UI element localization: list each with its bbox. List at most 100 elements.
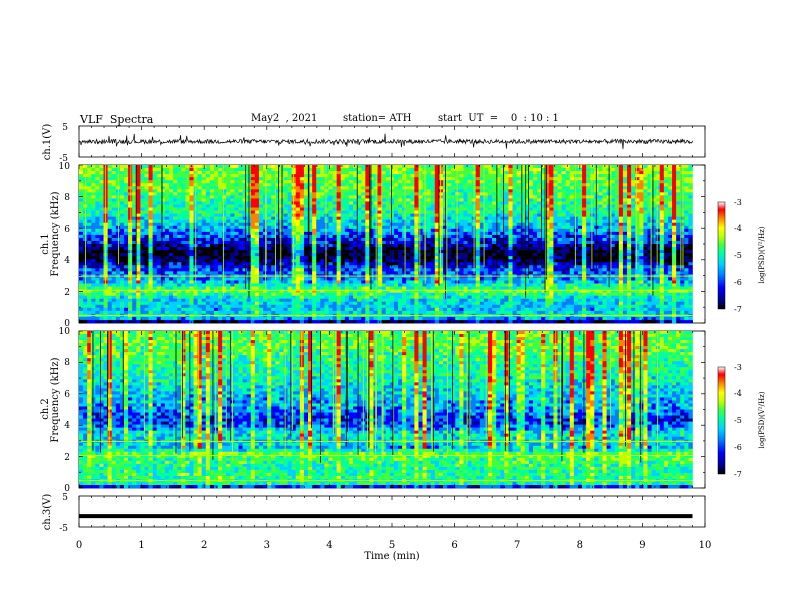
spectrogram-cell: [316, 189, 321, 193]
spectrogram-cell: [639, 256, 644, 260]
spectrogram-cell: [201, 174, 207, 178]
spectrogram-cell: [483, 198, 489, 202]
spectrogram-cell: [320, 177, 325, 181]
spectrogram-cell: [541, 219, 546, 224]
spectrogram-cell: [209, 180, 215, 184]
spectrogram-cell: [438, 244, 444, 248]
spectrogram-cell: [189, 177, 194, 181]
spectrogram-cell: [549, 219, 554, 224]
spectrogram-cell: [123, 256, 129, 260]
spectrogram-cell: [451, 237, 456, 242]
spectrogram-cell: [393, 174, 399, 178]
spectrogram-cell: [111, 171, 117, 175]
spectrogram-cell: [618, 222, 624, 227]
spectrogram-cell: [385, 231, 391, 236]
spectrogram-cell: [164, 234, 170, 239]
spectrogram-cell: [582, 219, 587, 224]
spectrogram-cell: [336, 219, 342, 224]
spectrogram-cell: [242, 250, 247, 254]
spectrogram-cell: [688, 165, 693, 169]
spectrogram-cell: [406, 189, 411, 193]
spectrogram-cell: [177, 216, 182, 220]
spectrogram-cell: [381, 256, 387, 260]
spectrogram-cell: [582, 189, 587, 193]
spectrogram-cell: [483, 192, 489, 196]
spectrogram-cell: [639, 207, 644, 211]
spectrogram-cell: [680, 253, 685, 257]
spectrogram-cell: [87, 207, 92, 211]
spectrogram-cell: [189, 192, 194, 196]
spectrogram-cell: [119, 198, 125, 202]
spectrogram-cell: [267, 186, 272, 190]
spectrogram-cell: [504, 177, 509, 181]
spectrogram-cell: [373, 177, 378, 181]
spectrogram-cell: [406, 234, 411, 239]
spectrogram-cell: [160, 195, 166, 199]
spectrogram-cell: [140, 171, 145, 175]
spectrogram-cell: [667, 210, 673, 214]
spectrogram-cell: [111, 207, 117, 211]
spectrogram-cell: [492, 250, 497, 254]
spectrogram-cell: [618, 207, 624, 211]
spectrogram-cell: [398, 213, 403, 217]
spectrogram-cell: [639, 244, 644, 248]
spectrogram-cell: [520, 177, 526, 181]
spectrogram-cell: [152, 225, 158, 230]
spectrogram-cell: [373, 250, 378, 254]
spectrogram-cell: [385, 192, 391, 196]
spectrogram-cell: [136, 186, 141, 190]
spectrogram-cell: [389, 213, 395, 217]
spectrogram-cell: [475, 219, 481, 224]
spectrogram-cell: [213, 165, 219, 169]
spectrogram-cell: [393, 171, 399, 175]
spectrogram-cell: [635, 240, 640, 245]
spectrogram-cell: [197, 219, 202, 224]
spectrogram-cell: [369, 177, 374, 181]
spectrogram-cell: [541, 168, 546, 172]
spectrogram-cell: [475, 174, 481, 178]
spectrogram-cell: [414, 168, 419, 172]
spectrogram-cell: [520, 165, 526, 169]
spectrogram-cell: [557, 201, 562, 205]
spectrogram-cell: [479, 174, 485, 178]
spectrogram-cell: [189, 213, 194, 217]
spectrogram-cell: [254, 207, 260, 211]
spectrogram-cell: [205, 177, 211, 181]
spectrogram-cell: [218, 183, 223, 187]
spectrogram-cell: [385, 213, 391, 217]
spectrogram-cell: [181, 204, 186, 208]
spectrogram-cell: [487, 210, 493, 214]
spectrogram-cell: [144, 213, 149, 217]
spectrogram-cell: [218, 213, 223, 217]
spectrogram-cell: [451, 250, 456, 254]
spectrogram-cell: [602, 198, 607, 202]
spectrogram-cell: [222, 210, 227, 214]
spectrogram-cell: [684, 171, 689, 175]
spectrogram-cell: [569, 259, 575, 263]
spectrogram-cell: [312, 256, 317, 260]
spectrogram-cell: [459, 195, 464, 199]
spectrogram-cell: [524, 262, 530, 266]
spectrogram-cell: [275, 204, 280, 208]
spectrogram-cell: [393, 231, 399, 236]
spectrogram-cell: [426, 183, 432, 187]
spectrogram-cell: [381, 186, 387, 190]
spectrogram-cell: [295, 231, 301, 236]
spectrogram-cell: [242, 171, 247, 175]
spectrogram-cell: [586, 244, 591, 248]
spectrogram-cell: [316, 198, 321, 202]
spectrogram-cell: [643, 228, 648, 233]
spectrogram-cell: [332, 262, 337, 266]
spectrogram-cell: [479, 213, 485, 217]
spectrogram-cell: [140, 201, 145, 205]
spectrogram-cell: [181, 253, 186, 257]
spectrogram-cell: [95, 240, 100, 245]
spectrogram-cell: [271, 228, 276, 233]
spectrogram-cell: [369, 174, 374, 178]
spectrogram-cell: [618, 262, 624, 266]
spectrogram-cell: [688, 240, 693, 245]
spectrogram-cell: [164, 244, 170, 248]
spectrogram-cell: [177, 207, 182, 211]
spectrogram-cell: [602, 180, 607, 184]
spectrogram-cell: [275, 222, 280, 227]
